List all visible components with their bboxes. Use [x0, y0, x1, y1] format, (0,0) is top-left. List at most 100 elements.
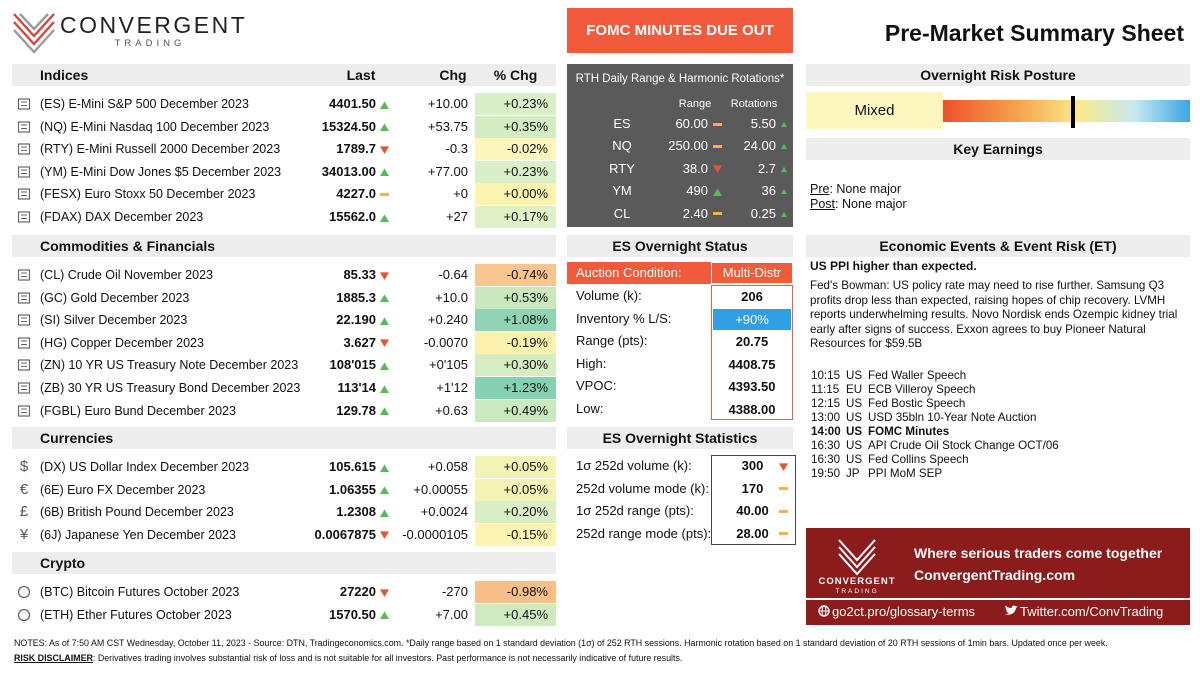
promo-twitter: Twitter.com/ConvTrading: [1020, 604, 1164, 619]
event-country: JP: [846, 467, 860, 480]
row-icon: [17, 291, 31, 304]
promo-tagline: Where serious traders come together: [914, 545, 1163, 561]
rth-column: Rotations: [730, 98, 778, 110]
change: +0.240: [427, 312, 468, 328]
stats-label: 1σ 252d volume (k):: [576, 458, 692, 473]
event-country: US: [846, 425, 863, 438]
row-icon: [17, 211, 31, 223]
status-label: Low:: [576, 401, 604, 416]
direction-down: [380, 271, 389, 280]
last-price: 27220: [339, 584, 376, 599]
direction-up: [781, 189, 787, 195]
disclaimer-label: RISK DISCLAIMER: [14, 653, 93, 663]
status-value: 4388.00: [728, 402, 776, 417]
instrument-name: (SI) Silver December 2023: [40, 313, 188, 328]
icon-shape: [17, 166, 31, 178]
change: +1'12: [436, 380, 468, 395]
logo-mark: [13, 13, 55, 54]
icon-shape: [380, 168, 389, 177]
earnings-label: Pre: [810, 182, 830, 196]
column-header: Last: [346, 67, 376, 83]
icon-shape: [380, 384, 389, 393]
icon-shape: [380, 317, 389, 325]
icon-shape: [17, 608, 31, 621]
last-price: 4227.0: [336, 186, 376, 202]
event-time: 16:30: [811, 453, 841, 466]
rth-rotations: 24.00: [743, 138, 776, 154]
last-price: 1.06355: [329, 481, 376, 497]
instrument-name: (FDAX) DAX December 2023: [40, 210, 204, 224]
last-price: 1.2308: [336, 504, 376, 520]
events-summary: Fed's Bowman: US policy rate may need to…: [810, 279, 1178, 350]
icon-shape: [380, 146, 389, 154]
change: -0.3: [445, 141, 468, 157]
rth-rotations: 2.7: [757, 160, 776, 176]
event-country: US: [846, 369, 863, 382]
section-header: Commodities & Financials: [12, 235, 556, 257]
icon-shape: [17, 269, 31, 281]
icon-shape: [17, 98, 31, 110]
event-time: 10:15: [811, 369, 841, 382]
direction-up: [380, 123, 389, 132]
last-price: 1789.7: [336, 141, 376, 157]
change: -0.0070: [423, 334, 468, 350]
event-name: PPI MoM SEP: [868, 467, 943, 480]
section-header: ES Overnight Statistics: [567, 427, 793, 449]
event-country: US: [846, 411, 863, 424]
stats-label: 252d range mode (pts):: [576, 525, 712, 541]
rth-range: 60.00: [675, 116, 708, 131]
row-icon: [17, 166, 31, 178]
instrument-name: (6B) British Pound December 2023: [40, 505, 234, 520]
direction-up: [380, 317, 389, 325]
event-name: Fed Collins Speech: [868, 453, 969, 466]
change: -0.64: [438, 267, 468, 282]
direction-up: [380, 213, 389, 222]
section-header: ES Overnight Status: [567, 235, 793, 257]
event-time: 14:00: [811, 425, 841, 438]
change: +0.00055: [413, 481, 468, 497]
percent-change: +0.05%: [475, 456, 556, 478]
section-header: Indices: [12, 64, 556, 86]
icon-shape: [779, 532, 788, 536]
earnings-line: Pre: None major: [810, 182, 1180, 197]
icon-shape: [17, 585, 31, 599]
status-value: 206: [741, 289, 763, 304]
row-icon: [17, 188, 31, 200]
event-time: 11:15: [811, 383, 840, 396]
auction-row: [567, 262, 793, 284]
percent-change: -0.19%: [475, 331, 556, 354]
event-country: US: [846, 439, 863, 452]
direction-up: [781, 211, 787, 217]
last-price: 15562.0: [329, 209, 376, 224]
direction-up: [380, 384, 389, 393]
row-icon: [17, 359, 31, 371]
rth-rotations: 0.25: [750, 205, 776, 221]
direction-down: [380, 531, 389, 540]
footer-notes: NOTES: As of 7:50 AM CST Wednesday, Octo…: [14, 638, 1108, 648]
row-icon: [17, 404, 31, 417]
status-value: 20.75: [735, 334, 769, 350]
icon-shape: [713, 188, 722, 196]
earnings-text: : None major: [835, 197, 907, 211]
icon-shape: [17, 188, 31, 200]
earnings-label: Post: [810, 197, 836, 211]
change: +7.00: [435, 606, 468, 622]
icon-shape: [380, 192, 389, 196]
last-price: 1885.3: [336, 289, 376, 305]
promo-brand-sub: TRADING: [835, 588, 879, 595]
instrument-name: (CL) Crude Oil November 2023: [40, 268, 213, 282]
instrument-name: (ETH) Ether Futures October 2023: [40, 607, 232, 622]
event-time: 13:00: [811, 411, 841, 424]
icon-shape: [17, 143, 31, 155]
percent-change: -0.74%: [475, 264, 556, 286]
percent-change: -0.02%: [475, 138, 556, 161]
row-icon: [17, 269, 31, 281]
direction-up: [781, 121, 787, 127]
event-name: FOMC Minutes: [868, 425, 950, 438]
instrument-name: (BTC) Bitcoin Futures October 2023: [40, 585, 240, 599]
section-header: Currencies: [12, 427, 556, 449]
instrument-name: (6J) Japanese Yen December 2023: [40, 527, 236, 542]
icon-shape: [380, 407, 389, 416]
icon-shape: [713, 122, 722, 126]
